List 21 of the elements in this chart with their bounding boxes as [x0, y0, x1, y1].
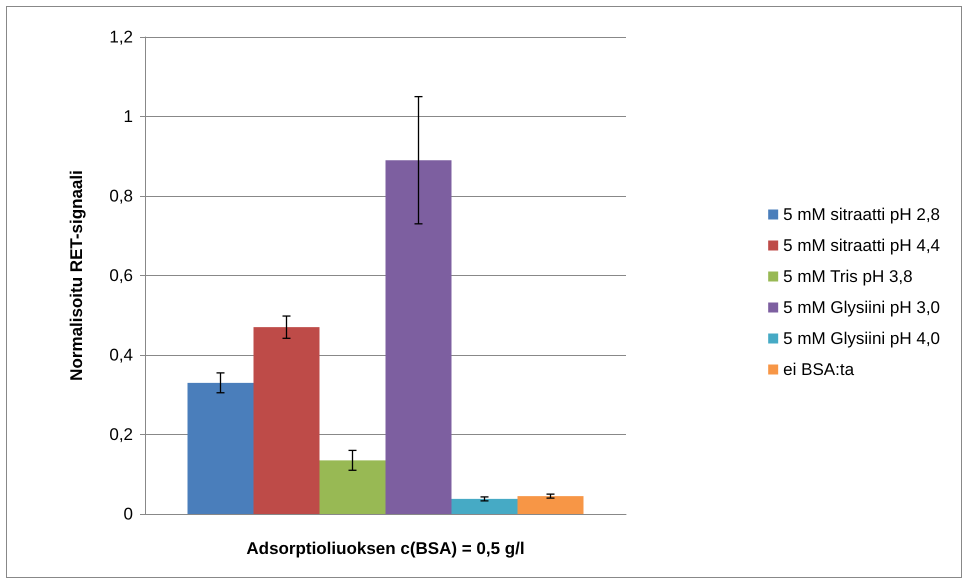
legend-label: ei BSA:ta [783, 360, 855, 379]
legend-label: 5 mM Glysiini pH 4,0 [783, 329, 940, 348]
y-tick-label: 0,4 [109, 346, 133, 364]
bar [320, 460, 386, 514]
bar [254, 327, 320, 514]
legend-label: 5 mM sitraatti pH 4,4 [783, 236, 940, 255]
legend-label: 5 mM Tris pH 3,8 [783, 267, 913, 286]
bar [518, 496, 584, 514]
bar [452, 498, 518, 514]
y-tick-label: 0,2 [109, 425, 133, 444]
bar [386, 160, 452, 514]
legend-label: 5 mM Glysiini pH 3,0 [783, 298, 940, 317]
y-tick-label: 1 [124, 107, 133, 126]
x-axis-title: Adsorptioliuoksen c(BSA) = 0,5 g/l [246, 539, 525, 558]
y-tick-label: 1,2 [109, 28, 133, 46]
y-tick-label: 0,8 [109, 186, 133, 206]
y-tick-label: 0,6 [109, 266, 133, 285]
legend-label: 5 mM sitraatti pH 2,8 [783, 205, 940, 224]
bar [188, 382, 254, 514]
y-tick-label: 0 [124, 504, 133, 524]
y-axis-title: Normalisoitu RET-signaali [67, 170, 86, 381]
